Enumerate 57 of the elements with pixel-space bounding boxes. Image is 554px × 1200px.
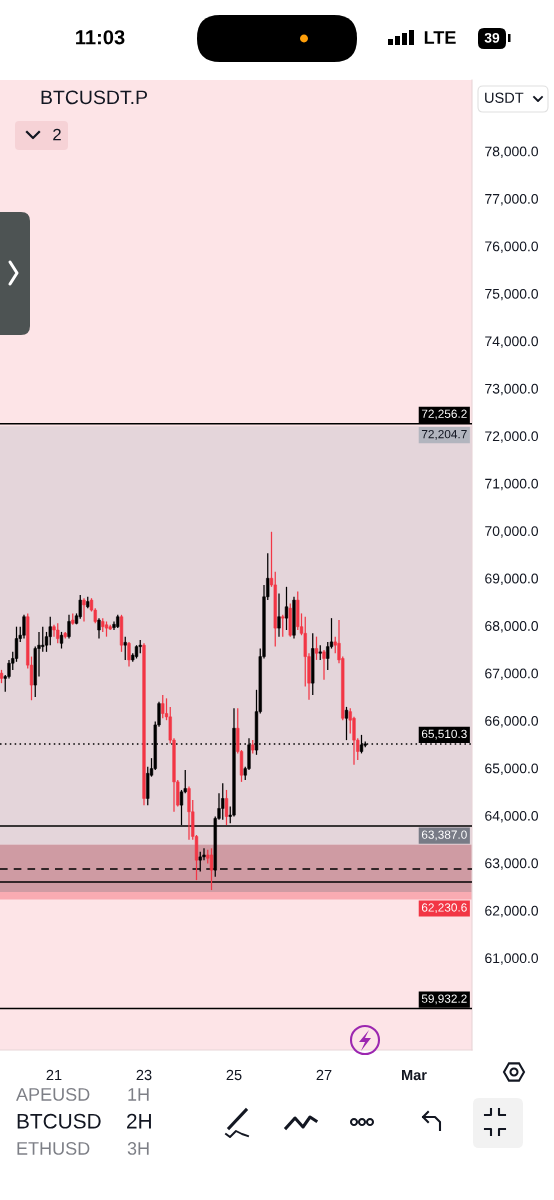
ref-line-label: 65,510.3 bbox=[421, 729, 467, 740]
band-label: 63,387.0 bbox=[421, 830, 467, 841]
y-tick-label: 72,000.0 bbox=[485, 431, 539, 443]
y-tick-label: 69,000.0 bbox=[485, 573, 539, 586]
band-label: 72,204.7 bbox=[421, 429, 467, 440]
y-tick-label: 64,000.0 bbox=[485, 810, 539, 823]
text: 2H bbox=[127, 1113, 151, 1129]
x-tick-label: Mar bbox=[402, 1069, 427, 1081]
x-tick-label: 23 bbox=[136, 1069, 152, 1081]
band-label: 62,230.6 bbox=[421, 903, 467, 914]
candlestick bbox=[67, 614, 71, 640]
ref-line-label: 72,256.2 bbox=[421, 409, 467, 420]
candlestick bbox=[284, 586, 289, 631]
y-tick-label: 70,000.0 bbox=[485, 526, 539, 538]
y-tick-label: 65,000.0 bbox=[485, 763, 539, 775]
candlestick bbox=[56, 622, 60, 644]
text: BTCUSD bbox=[17, 1113, 101, 1129]
candlestick bbox=[78, 594, 82, 620]
candlestick bbox=[41, 626, 45, 653]
x-tick-label: 27 bbox=[316, 1069, 332, 1081]
x-tick-label: 25 bbox=[226, 1069, 242, 1081]
y-tick-label: 67,000.0 bbox=[485, 668, 539, 681]
chart-title: BTCUSDT.P bbox=[41, 90, 147, 105]
y-tick-label: 74,000.0 bbox=[485, 336, 539, 348]
y-tick-label: 76,000.0 bbox=[485, 241, 539, 253]
y-tick-label: 68,000.0 bbox=[485, 621, 539, 633]
y-tick-label: 71,000.0 bbox=[485, 478, 539, 491]
candlestick bbox=[281, 614, 285, 638]
y-tick-label: 62,000.0 bbox=[485, 905, 539, 918]
y-tick-label: 73,000.0 bbox=[485, 383, 539, 396]
candlestick bbox=[322, 649, 326, 681]
y-tick-label: 63,000.0 bbox=[485, 858, 539, 870]
y-tick-label: 61,000.0 bbox=[485, 953, 539, 965]
x-tick-label: 21 bbox=[46, 1069, 62, 1081]
candlestick bbox=[221, 782, 225, 821]
annotation: 2 bbox=[53, 128, 61, 141]
text: 1H bbox=[128, 1088, 149, 1101]
candlestick bbox=[187, 785, 191, 841]
candlestick bbox=[97, 617, 101, 640]
candlestick bbox=[127, 641, 131, 668]
text: USDT bbox=[485, 92, 524, 103]
y-tick-label: 77,000.0 bbox=[485, 193, 539, 206]
text: LTE bbox=[424, 31, 456, 44]
ref-line-label: 59,932.2 bbox=[421, 994, 467, 1005]
candlestick bbox=[161, 694, 165, 719]
y-tick-label: 66,000.0 bbox=[485, 715, 539, 728]
y-tick-label: 75,000.0 bbox=[485, 288, 539, 301]
text: 11:03 bbox=[76, 30, 125, 45]
candlestick bbox=[277, 592, 281, 638]
text: 3H bbox=[127, 1142, 149, 1155]
candlestick bbox=[82, 597, 86, 623]
text: 39 bbox=[484, 32, 500, 43]
candlestick bbox=[123, 636, 127, 661]
text: APEUSD bbox=[16, 1088, 90, 1101]
text: ETHUSD bbox=[17, 1142, 90, 1155]
y-tick-label: 78,000.0 bbox=[485, 146, 539, 158]
candlestick bbox=[22, 614, 26, 640]
